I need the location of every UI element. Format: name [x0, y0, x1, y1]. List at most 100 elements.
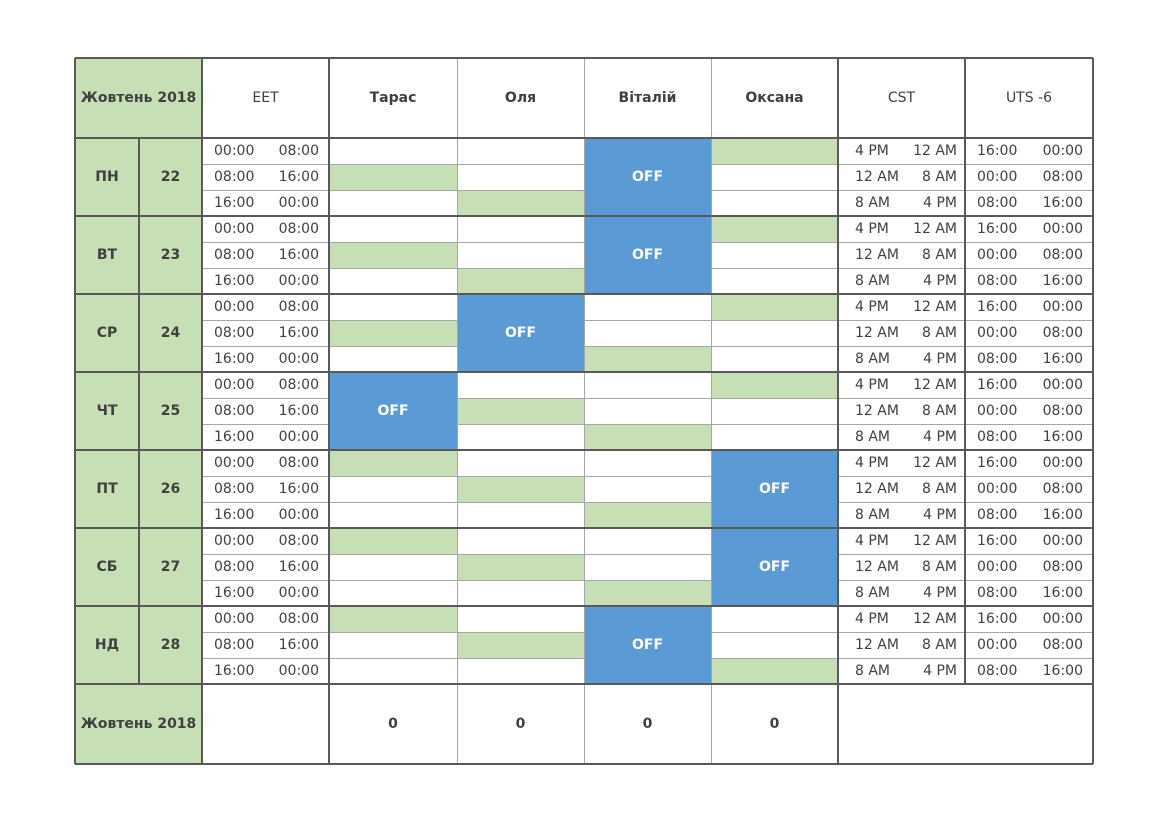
grid-line	[202, 657, 329, 659]
shift-empty[interactable]	[329, 476, 457, 502]
eet-shift-start: 00:00	[214, 377, 255, 393]
shift-empty[interactable]	[329, 554, 457, 580]
shift-assigned[interactable]	[329, 164, 457, 190]
shift-empty[interactable]	[584, 554, 711, 580]
shift-empty[interactable]	[584, 450, 711, 476]
shift-empty[interactable]	[711, 242, 838, 268]
day-date-label: 24	[160, 325, 181, 341]
grid-line	[202, 189, 329, 191]
day-name: ПН	[75, 138, 139, 216]
shift-empty[interactable]	[457, 528, 584, 554]
shift-empty[interactable]	[711, 424, 838, 450]
shift-assigned[interactable]	[711, 216, 838, 242]
shift-empty[interactable]	[329, 502, 457, 528]
cst-shift: 8 AM 4 PM	[838, 424, 965, 450]
column-header-label: Віталій	[618, 90, 677, 106]
uts-shift: 08:00 16:00	[965, 658, 1093, 684]
grid-line	[457, 553, 584, 555]
shift-empty[interactable]	[711, 398, 838, 424]
shift-empty[interactable]	[457, 606, 584, 632]
shift-empty[interactable]	[711, 268, 838, 294]
day-name: СБ	[75, 528, 139, 606]
shift-empty[interactable]	[584, 372, 711, 398]
shift-assigned[interactable]	[457, 268, 584, 294]
shift-assigned[interactable]	[457, 190, 584, 216]
shift-empty[interactable]	[329, 190, 457, 216]
grid-line	[202, 241, 329, 243]
shift-empty[interactable]	[711, 190, 838, 216]
cst-shift-end: 8 AM	[921, 247, 957, 263]
shift-assigned[interactable]	[584, 424, 711, 450]
eet-shift: 16:00 00:00	[202, 658, 329, 684]
day-date: 25	[139, 372, 202, 450]
uts-shift-end: 08:00	[1042, 247, 1083, 263]
shift-empty[interactable]	[329, 580, 457, 606]
cst-shift: 4 PM 12 AM	[838, 528, 965, 554]
shift-empty[interactable]	[329, 294, 457, 320]
cst-shift-start: 4 PM	[855, 377, 889, 393]
shift-assigned[interactable]	[329, 528, 457, 554]
uts-shift: 00:00 08:00	[965, 554, 1093, 580]
shift-empty[interactable]	[457, 658, 584, 684]
shift-empty[interactable]	[711, 606, 838, 632]
shift-assigned[interactable]	[329, 450, 457, 476]
shift-assigned[interactable]	[584, 346, 711, 372]
shift-assigned[interactable]	[584, 502, 711, 528]
shift-assigned[interactable]	[329, 320, 457, 346]
shift-empty[interactable]	[457, 138, 584, 164]
eet-shift: 16:00 00:00	[202, 268, 329, 294]
eet-shift-start: 00:00	[214, 455, 255, 471]
eet-shift-start: 16:00	[214, 195, 255, 211]
shift-empty[interactable]	[457, 502, 584, 528]
shift-empty[interactable]	[329, 632, 457, 658]
day-date: 24	[139, 294, 202, 372]
shift-empty[interactable]	[584, 476, 711, 502]
uts-shift-start: 00:00	[977, 325, 1018, 341]
shift-empty[interactable]	[329, 268, 457, 294]
cst-shift-start: 4 PM	[855, 221, 889, 237]
eet-shift-start: 08:00	[214, 247, 255, 263]
grid-line	[457, 501, 584, 503]
shift-assigned[interactable]	[711, 372, 838, 398]
off-label: OFF	[758, 559, 791, 575]
shift-empty[interactable]	[584, 294, 711, 320]
shift-empty[interactable]	[457, 424, 584, 450]
eet-shift-end: 08:00	[278, 221, 319, 237]
shift-empty[interactable]	[457, 216, 584, 242]
shift-empty[interactable]	[711, 632, 838, 658]
shift-empty[interactable]	[457, 242, 584, 268]
shift-empty[interactable]	[711, 346, 838, 372]
eet-shift: 00:00 08:00	[202, 138, 329, 164]
footer-total: 0	[711, 684, 838, 764]
shift-assigned[interactable]	[711, 138, 838, 164]
shift-empty[interactable]	[584, 398, 711, 424]
shift-empty[interactable]	[329, 658, 457, 684]
uts-shift-start: 16:00	[977, 221, 1018, 237]
shift-assigned[interactable]	[457, 632, 584, 658]
shift-assigned[interactable]	[329, 242, 457, 268]
shift-assigned[interactable]	[457, 476, 584, 502]
shift-assigned[interactable]	[457, 554, 584, 580]
shift-empty[interactable]	[457, 580, 584, 606]
shift-empty[interactable]	[584, 320, 711, 346]
shift-empty[interactable]	[584, 528, 711, 554]
cst-shift-end: 8 AM	[921, 559, 957, 575]
shift-empty[interactable]	[711, 164, 838, 190]
shift-assigned[interactable]	[329, 606, 457, 632]
shift-empty[interactable]	[329, 216, 457, 242]
cst-shift-end: 8 AM	[921, 169, 957, 185]
uts-shift-end: 08:00	[1042, 403, 1083, 419]
shift-assigned[interactable]	[711, 294, 838, 320]
shift-assigned[interactable]	[457, 398, 584, 424]
shift-empty[interactable]	[457, 450, 584, 476]
day-name-label: ВТ	[96, 247, 118, 263]
uts-shift: 00:00 08:00	[965, 242, 1093, 268]
shift-assigned[interactable]	[711, 658, 838, 684]
eet-shift-end: 16:00	[278, 403, 319, 419]
shift-empty[interactable]	[329, 346, 457, 372]
shift-assigned[interactable]	[584, 580, 711, 606]
shift-empty[interactable]	[711, 320, 838, 346]
shift-empty[interactable]	[457, 372, 584, 398]
shift-empty[interactable]	[457, 164, 584, 190]
shift-empty[interactable]	[329, 138, 457, 164]
